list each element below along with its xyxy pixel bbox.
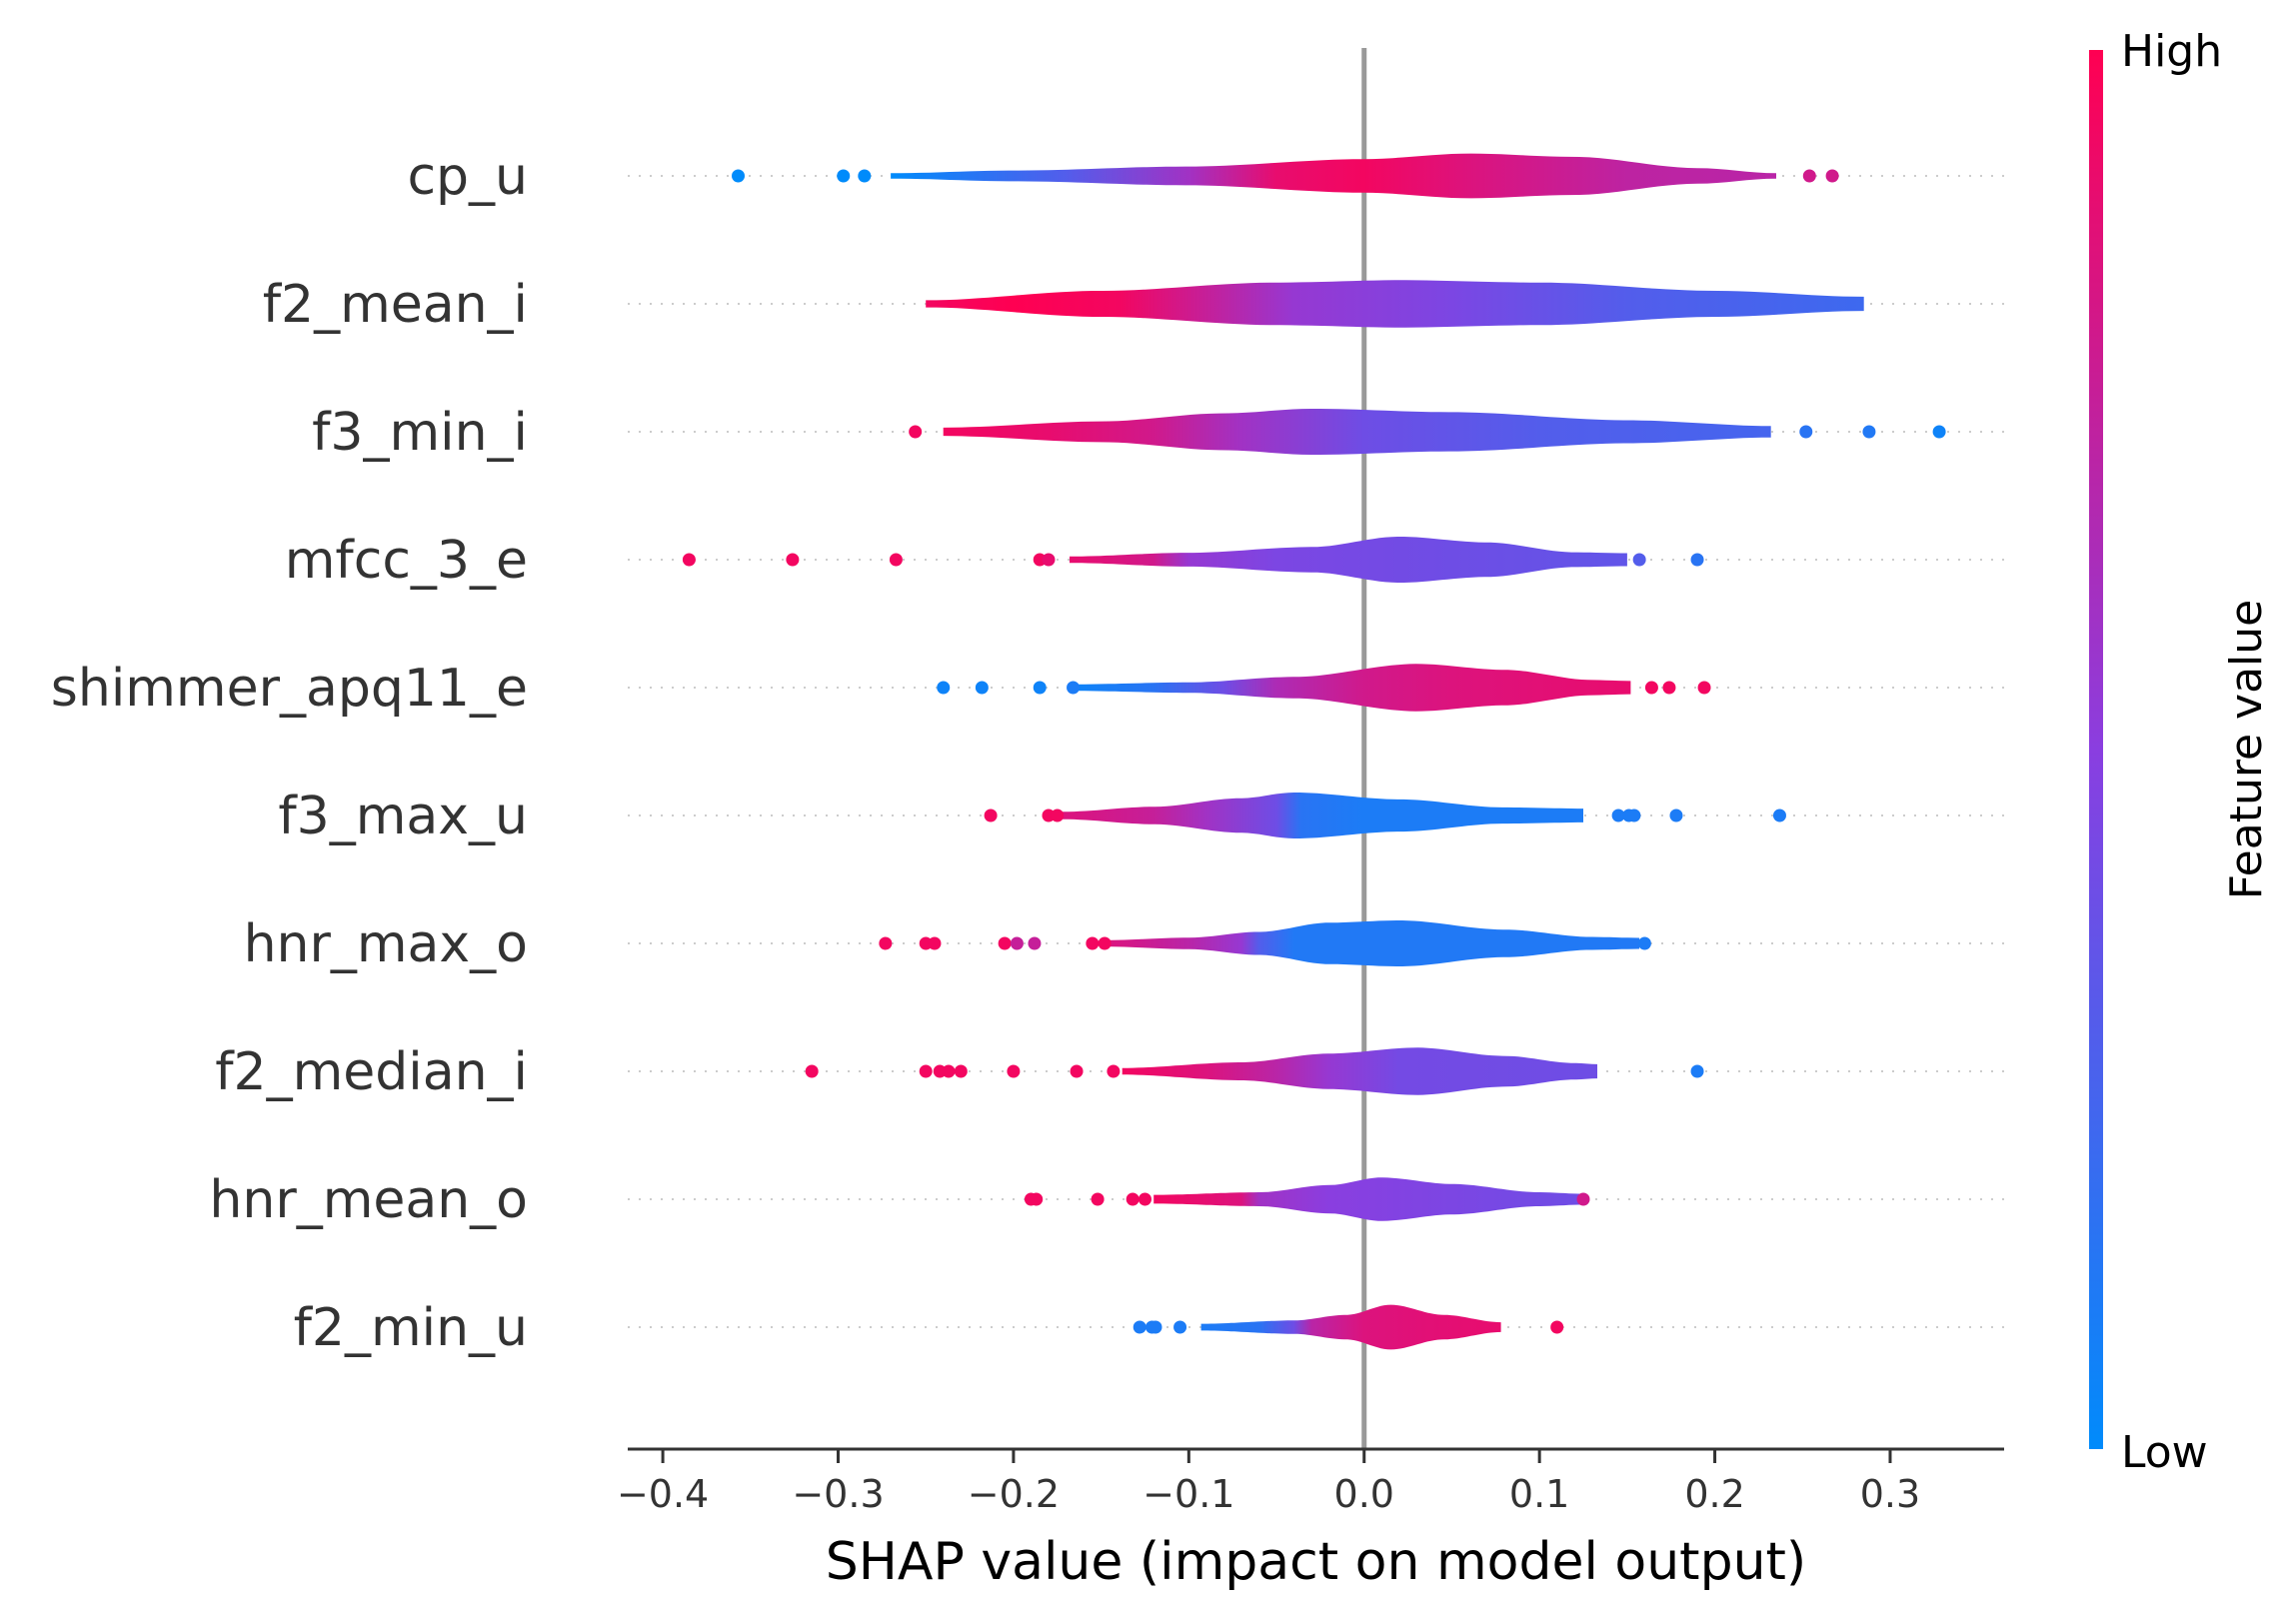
feature-label: f2_min_u — [294, 1298, 528, 1358]
outlier-point — [1070, 1064, 1084, 1078]
x-tick-label: 0.0 — [1334, 1472, 1394, 1516]
outlier-point — [786, 553, 800, 567]
outlier-point — [879, 936, 893, 950]
x-tick-label: −0.2 — [968, 1472, 1060, 1516]
outlier-point — [1932, 425, 1946, 439]
outlier-point — [998, 936, 1012, 950]
feature-label: hnr_mean_o — [209, 1170, 528, 1230]
feature-label: f2_mean_i — [263, 275, 528, 335]
outlier-point — [1067, 681, 1081, 695]
outlier-point — [1138, 1192, 1151, 1206]
outlier-point — [1862, 425, 1876, 439]
violin-f2-median-i — [1122, 1047, 1597, 1095]
violin-f2-min-u — [1200, 1304, 1501, 1350]
outlier-point — [919, 1064, 933, 1078]
outlier-point — [1091, 1192, 1105, 1206]
colorbar-gradient — [2089, 50, 2103, 1449]
feature-label: mfcc_3_e — [285, 531, 528, 591]
outlier-point — [909, 425, 923, 439]
x-tick-label: 0.3 — [1860, 1472, 1920, 1516]
outlier-point — [1033, 681, 1047, 695]
outlier-point — [1799, 425, 1813, 439]
outlier-point — [937, 681, 951, 695]
x-tick-label: 0.2 — [1684, 1472, 1744, 1516]
outlier-point — [1637, 936, 1651, 950]
outlier-point — [1690, 553, 1704, 567]
outlier-point — [1632, 553, 1646, 567]
outlier-point — [1825, 169, 1839, 183]
outlier-point — [1576, 1192, 1590, 1206]
outlier-point — [1802, 169, 1816, 183]
violin-f3-min-i — [943, 409, 1771, 455]
outlier-point — [1126, 1192, 1140, 1206]
feature-labels: cp_u f2_mean_i f3_min_i mfcc_3_e shimmer_apq… — [51, 147, 528, 1358]
outlier-point — [1107, 1064, 1121, 1078]
violin-shimmer-apq11-e — [1078, 664, 1631, 712]
feature-label: hnr_max_o — [244, 914, 528, 974]
outlier-point — [1086, 936, 1100, 950]
violin-mfcc-3-e — [1070, 537, 1627, 583]
violin-hnr-mean-o — [1153, 1177, 1583, 1221]
outlier-point — [928, 936, 942, 950]
x-tick-label: −0.4 — [617, 1472, 709, 1516]
outlier-point — [1042, 553, 1056, 567]
outlier-points — [682, 169, 1946, 1334]
outlier-point — [1098, 936, 1112, 950]
colorbar-high-label: High — [2121, 26, 2222, 77]
feature-label: f2_median_i — [215, 1042, 528, 1102]
outlier-point — [942, 1064, 956, 1078]
feature-label: shimmer_apq11_e — [51, 659, 528, 719]
outlier-point — [954, 1064, 968, 1078]
outlier-point — [889, 553, 903, 567]
outlier-point — [1611, 808, 1625, 822]
outlier-point — [1662, 681, 1676, 695]
feature-label: f3_min_i — [312, 403, 528, 463]
outlier-point — [1627, 808, 1641, 822]
feature-label: cp_u — [407, 147, 528, 207]
colorbar-low-label: Low — [2121, 1427, 2208, 1478]
outlier-point — [1148, 1320, 1162, 1334]
violin-hnr-max-o — [1106, 920, 1640, 966]
outlier-point — [1644, 681, 1658, 695]
outlier-point — [1010, 936, 1024, 950]
outlier-point — [1051, 808, 1065, 822]
row-guide-lines — [628, 175, 2004, 1328]
x-tick-label: 0.1 — [1509, 1472, 1569, 1516]
x-tick-label: −0.3 — [792, 1472, 884, 1516]
outlier-point — [1030, 1192, 1044, 1206]
violin-f2-mean-i — [926, 280, 1864, 328]
outlier-point — [975, 681, 989, 695]
outlier-point — [1028, 936, 1042, 950]
outlier-point — [1669, 808, 1683, 822]
x-ticks: −0.4 −0.3 −0.2 −0.1 0.0 0.1 0.2 0.3 — [617, 1449, 1920, 1516]
outlier-point — [1550, 1320, 1564, 1334]
outlier-point — [858, 169, 872, 183]
outlier-point — [805, 1064, 819, 1078]
x-axis-label: SHAP value (impact on model output) — [826, 1532, 1806, 1592]
violin-f3-max-u — [1063, 793, 1583, 838]
feature-label: f3_max_u — [278, 787, 528, 846]
x-axis: −0.4 −0.3 −0.2 −0.1 0.0 0.1 0.2 0.3 SHAP value … — [617, 1447, 2004, 1592]
outlier-point — [682, 553, 696, 567]
outlier-point — [1772, 808, 1786, 822]
violin-bodies — [891, 153, 1864, 1350]
outlier-point — [984, 808, 998, 822]
outlier-point — [1173, 1320, 1187, 1334]
outlier-point — [1697, 681, 1711, 695]
x-tick-label: −0.1 — [1143, 1472, 1234, 1516]
outlier-point — [732, 169, 746, 183]
violin-cp-u — [891, 153, 1776, 199]
outlier-point — [1690, 1064, 1704, 1078]
outlier-point — [1007, 1064, 1021, 1078]
outlier-point — [1133, 1320, 1147, 1334]
colorbar-title: Feature value — [2221, 600, 2272, 899]
colorbar: High Low Feature value — [2089, 26, 2272, 1478]
outlier-point — [837, 169, 851, 183]
